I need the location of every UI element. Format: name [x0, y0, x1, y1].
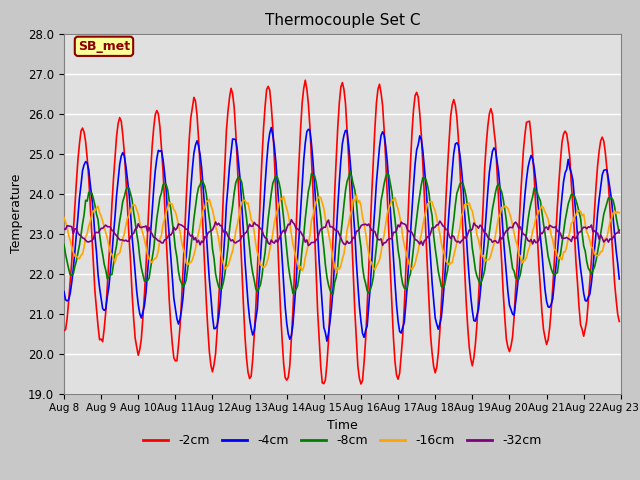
-4cm [244, 300, 252, 306]
Y-axis label: Temperature: Temperature [10, 174, 22, 253]
-8cm [128, 197, 136, 203]
-2cm [357, 381, 365, 387]
-4cm [60, 289, 68, 295]
-2cm [226, 95, 234, 101]
-8cm [244, 230, 252, 236]
-32cm [616, 227, 623, 233]
Title: Thermocouple Set C: Thermocouple Set C [265, 13, 420, 28]
-8cm [328, 291, 335, 297]
Line: -2cm: -2cm [64, 80, 620, 384]
-4cm [616, 276, 623, 282]
-16cm [353, 192, 360, 198]
Legend: -2cm, -4cm, -8cm, -16cm, -32cm: -2cm, -4cm, -8cm, -16cm, -32cm [138, 429, 547, 452]
-2cm [60, 328, 68, 334]
-16cm [253, 250, 261, 256]
Line: -4cm: -4cm [64, 128, 620, 341]
-2cm [616, 319, 623, 324]
-32cm [226, 236, 234, 241]
-8cm [303, 202, 310, 208]
-4cm [305, 126, 312, 132]
-2cm [253, 269, 261, 275]
Line: -32cm: -32cm [64, 220, 620, 245]
-16cm [332, 270, 340, 276]
-16cm [128, 203, 136, 208]
-2cm [128, 290, 136, 296]
-16cm [244, 200, 252, 206]
-4cm [268, 125, 275, 131]
-32cm [253, 222, 261, 228]
-32cm [60, 226, 68, 232]
-8cm [346, 168, 354, 174]
-2cm [588, 257, 595, 263]
-16cm [60, 215, 68, 220]
-16cm [616, 210, 623, 216]
-8cm [226, 227, 234, 233]
Line: -8cm: -8cm [64, 171, 620, 294]
-4cm [226, 163, 234, 169]
-32cm [306, 241, 314, 247]
X-axis label: Time: Time [327, 419, 358, 432]
-32cm [128, 232, 136, 238]
-4cm [253, 306, 261, 312]
-2cm [301, 77, 309, 83]
-8cm [60, 241, 68, 247]
Line: -16cm: -16cm [64, 195, 620, 273]
-4cm [323, 338, 331, 344]
-32cm [588, 222, 595, 228]
-2cm [305, 101, 312, 107]
-16cm [588, 244, 595, 250]
-32cm [244, 226, 252, 231]
-32cm [305, 242, 312, 248]
-8cm [253, 289, 261, 295]
-16cm [226, 258, 234, 264]
Text: SB_met: SB_met [78, 40, 130, 53]
-16cm [303, 248, 310, 254]
-4cm [128, 234, 136, 240]
-32cm [287, 217, 295, 223]
-8cm [616, 230, 623, 236]
-2cm [244, 370, 252, 375]
-4cm [588, 280, 595, 286]
-8cm [588, 271, 595, 277]
